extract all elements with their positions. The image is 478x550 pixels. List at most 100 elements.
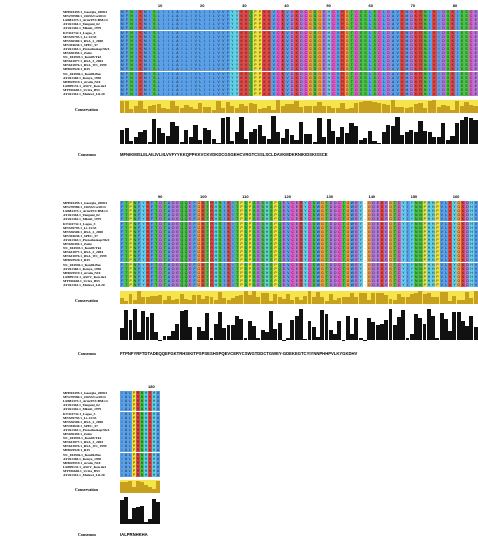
position-tick-label: 160	[453, 194, 460, 199]
logo-column	[329, 330, 333, 340]
logo-column	[231, 325, 235, 340]
logo-column	[150, 313, 154, 340]
logo-column	[170, 122, 174, 144]
logo-column	[193, 125, 197, 144]
logo-column	[469, 316, 473, 340]
logo-column	[290, 320, 294, 340]
logo-column	[432, 137, 436, 144]
logo-column	[393, 325, 397, 340]
logo-column	[418, 318, 422, 340]
logo-column	[354, 126, 358, 144]
logo-column	[427, 309, 431, 340]
sequence-logo-1	[120, 114, 478, 144]
logo-column	[312, 327, 316, 340]
position-tick-label: 40	[284, 3, 288, 8]
logo-column	[317, 118, 321, 144]
position-tick-label: 150	[411, 194, 418, 199]
logo-column	[256, 338, 260, 340]
logo-column	[340, 127, 344, 144]
consensus-label-2: Consensus	[78, 351, 96, 356]
logo-column	[299, 309, 303, 340]
position-tick-label: 130	[326, 194, 333, 199]
logo-column	[428, 132, 432, 144]
logo-column	[221, 118, 225, 144]
logo-column	[146, 317, 150, 340]
logo-column	[308, 321, 312, 340]
logo-column	[235, 132, 239, 144]
logo-column	[230, 141, 234, 144]
logo-column	[262, 136, 266, 144]
logo-column	[253, 129, 257, 144]
logo-column	[303, 339, 307, 340]
logo-column	[226, 117, 230, 144]
logo-column	[384, 320, 388, 340]
logo-column	[435, 338, 439, 340]
residue-grid-3: IALPRNHKHAIALPRNHKHAIALPRNHKHAIALPRNHKHA…	[120, 391, 160, 477]
position-tick-label: 140	[368, 194, 375, 199]
logo-column	[184, 310, 188, 340]
logo-column	[235, 316, 239, 340]
logo-column	[331, 131, 335, 144]
logo-column	[120, 130, 124, 144]
conservation-column	[156, 481, 160, 493]
logo-column	[418, 121, 422, 144]
logo-column	[267, 139, 271, 144]
logo-column	[327, 119, 331, 144]
logo-column	[377, 143, 381, 144]
sequence-name: AY261361.1_Malawi_Lil-20	[63, 92, 105, 96]
logo-column	[354, 318, 358, 340]
position-tick-label: 110	[242, 194, 248, 199]
logo-column	[395, 117, 399, 144]
logo-column	[359, 140, 363, 144]
logo-column	[129, 320, 133, 340]
logo-column	[203, 128, 207, 144]
logo-column	[167, 336, 171, 340]
alignment-block-1: 10 20 30 40 50 60 70 80 MH910495.1_Georgia_2008…	[0, 0, 478, 170]
position-tick-label: 60	[368, 3, 372, 8]
position-ruler-3: 180	[120, 384, 160, 390]
logo-column	[133, 309, 137, 340]
alignment-block-3: 180 MH910495.1_Georgia_2008/1 MN270980.1_…	[0, 382, 478, 550]
logo-column	[322, 137, 326, 144]
position-ruler-1: 10 20 30 40 50 60 70 80	[120, 3, 478, 9]
sequence-logo-3	[120, 494, 160, 524]
logo-column	[134, 137, 138, 144]
logo-column	[473, 120, 477, 144]
logo-column	[386, 125, 390, 144]
logo-column	[290, 135, 294, 144]
logo-column	[474, 327, 478, 340]
logo-column	[455, 123, 459, 144]
logo-column	[175, 324, 179, 340]
logo-column	[198, 140, 202, 144]
sequence-names-3: MH910495.1_Georgia_2008/1 MN270980.1_2265…	[63, 391, 123, 477]
conservation-label-1: Conservation	[75, 107, 98, 112]
logo-column	[460, 120, 464, 144]
sequence-name: AY261361.1_Malawi_Lil-20	[63, 283, 105, 287]
sequence-name: AY261361.1_Malawi_Lil-20	[63, 473, 105, 477]
position-tick-label: 70	[411, 3, 415, 8]
position-tick-label: 20	[200, 3, 204, 8]
logo-column	[141, 311, 145, 340]
logo-column	[207, 130, 211, 144]
logo-column	[124, 310, 128, 340]
logo-column	[401, 310, 405, 340]
logo-column	[372, 141, 376, 144]
logo-column	[278, 323, 282, 340]
logo-column	[337, 321, 341, 340]
residue-grid-2: FTPNFYRFTDTADEQQEFGKTRHSIKITPSPSESHSPQEV…	[120, 201, 478, 287]
consensus-sequence-1: MFNIKMISLIILAILIVLIILVVFYYKKQPPKKVCKVDKD…	[120, 152, 328, 157]
position-ruler-2: 90 100 110 120 130 140 150 160	[120, 194, 478, 200]
logo-column	[143, 130, 147, 144]
logo-column	[371, 322, 375, 340]
logo-column	[216, 143, 220, 144]
logo-column	[286, 338, 290, 340]
logo-column	[201, 331, 205, 340]
logo-column	[281, 138, 285, 145]
conservation-column	[474, 291, 478, 304]
conservation-label-3: Conservation	[75, 487, 98, 492]
logo-column	[166, 136, 170, 144]
position-tick-label: 100	[200, 194, 207, 199]
logo-column	[431, 316, 435, 340]
